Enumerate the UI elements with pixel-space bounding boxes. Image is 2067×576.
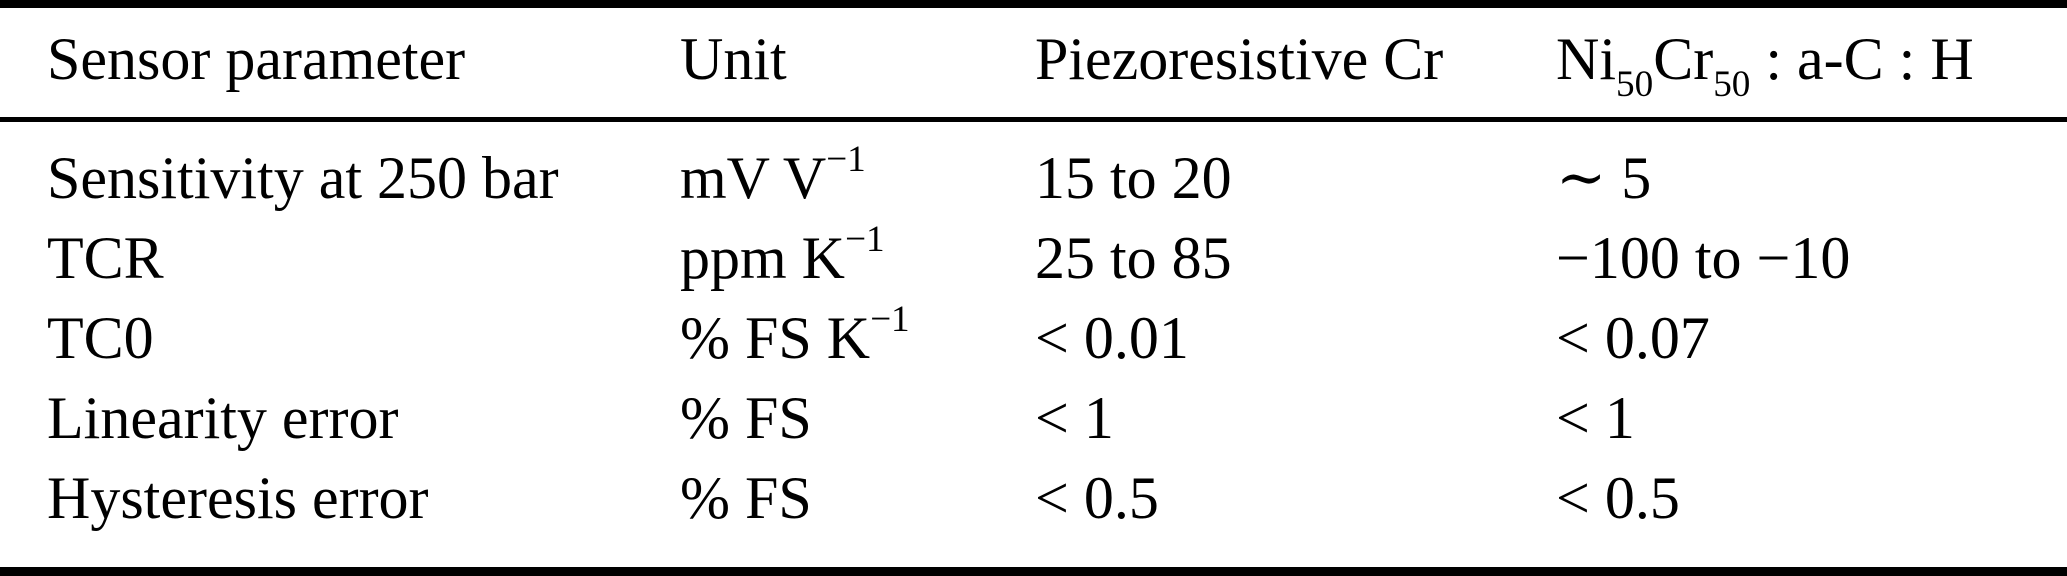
header-nicr-part1: Ni: [1556, 26, 1616, 92]
cell-param: TCR: [47, 225, 164, 291]
table-row-tcr: TCR ppm K−1 25 to 85 −100 to −10: [0, 218, 2067, 298]
cell-piezoresistive-cr-value: < 0.01: [1035, 305, 1189, 371]
unit-base: mV V: [680, 145, 827, 211]
unit-exponent: −1: [845, 219, 885, 261]
cell-param: TC0: [47, 305, 154, 371]
cell-piezoresistive-cr-value: < 1: [1035, 385, 1114, 451]
unit-base: ppm K: [680, 225, 845, 291]
unit-base: % FS K: [680, 305, 871, 371]
cell-nicr-value: < 0.5: [1556, 465, 1680, 531]
table-bottom-rule: [0, 567, 2067, 576]
table-row-sensitivity: Sensitivity at 250 bar mV V−1 15 to 20 ∼…: [0, 138, 2067, 218]
cell-nicr-value: < 1: [1556, 385, 1635, 451]
header-nicr-sub2: 50: [1713, 64, 1751, 106]
cell-piezoresistive-cr-value: < 0.5: [1035, 465, 1159, 531]
header-sensor-parameter: Sensor parameter: [47, 26, 466, 92]
cell-unit: % FS K−1: [680, 298, 1035, 378]
unit-exponent: −1: [826, 139, 866, 181]
cell-param: Linearity error: [47, 385, 399, 451]
header-nicr-part3: : a-C : H: [1750, 26, 1974, 92]
cell-unit: ppm K−1: [680, 218, 1035, 298]
header-unit: Unit: [680, 26, 787, 92]
unit-base: % FS: [680, 385, 812, 451]
unit-base: % FS: [680, 465, 812, 531]
cell-nicr-value: ∼ 5: [1556, 145, 1652, 211]
table-top-rule: [0, 0, 2067, 8]
table-header-divider-rule: [0, 117, 2067, 122]
header-nicr-part2: Cr: [1653, 26, 1714, 92]
cell-param: Hysteresis error: [47, 465, 429, 531]
table-header-row: Sensor parameter Unit Piezoresistive Cr …: [0, 26, 2067, 104]
header-nicr-sub1: 50: [1616, 64, 1654, 106]
table-row-tc0: TC0 % FS K−1 < 0.01 < 0.07: [0, 298, 2067, 378]
table-body: Sensitivity at 250 bar mV V−1 15 to 20 ∼…: [0, 138, 2067, 538]
header-piezoresistive-cr: Piezoresistive Cr: [1035, 26, 1444, 92]
cell-nicr-value: −100 to −10: [1556, 225, 1851, 291]
cell-nicr-value: < 0.07: [1556, 305, 1710, 371]
table-row-linearity-error: Linearity error % FS < 1 < 1: [0, 378, 2067, 458]
unit-exponent: −1: [870, 299, 910, 341]
cell-unit: mV V−1: [680, 138, 1035, 218]
header-nicr-ac-h: Ni50Cr50 : a-C : H: [1556, 26, 2067, 104]
table-row-hysteresis-error: Hysteresis error % FS < 0.5 < 0.5: [0, 458, 2067, 538]
cell-piezoresistive-cr-value: 15 to 20: [1035, 145, 1232, 211]
cell-unit: % FS: [680, 458, 1035, 538]
cell-unit: % FS: [680, 378, 1035, 458]
cell-param: Sensitivity at 250 bar: [47, 145, 559, 211]
cell-piezoresistive-cr-value: 25 to 85: [1035, 225, 1232, 291]
